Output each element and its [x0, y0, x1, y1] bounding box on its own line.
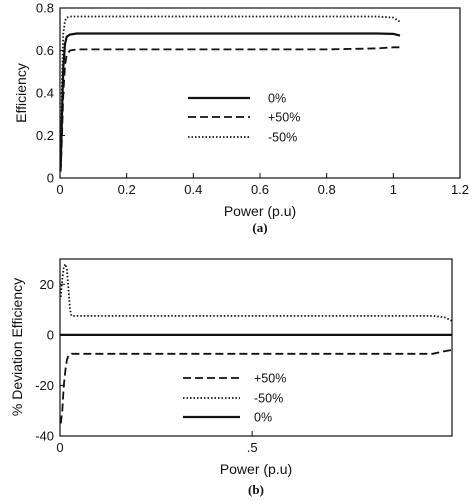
x-tick-label: 0.4: [184, 182, 202, 197]
y-tick-label: 0: [47, 171, 54, 186]
legend-label: +50%: [254, 372, 286, 386]
x-tick-label: 1: [390, 182, 397, 197]
x-tick-label: 0.2: [118, 182, 136, 197]
x-tick-label: 0.8: [318, 182, 336, 197]
series-line-50: [59, 46, 400, 172]
y-ticks-a: 0 0.2 0.4 0.6 0.8: [36, 1, 65, 186]
y-axis-label-a: Efficiency: [13, 63, 29, 123]
x-tick-label: 0: [56, 182, 63, 197]
y-tick-label: 0.6: [36, 43, 54, 58]
y-tick-label: 0.8: [36, 1, 54, 16]
series-lines-a: [59, 15, 401, 172]
series-lines-b: [59, 261, 453, 424]
chart-panel-a: 0 0.2 0.4 0.6 0.8 1 1.2 0 0.2 0.4 0.6 0.8 0% +50% -5…: [13, 1, 469, 236]
x-axis-label-b: Power (p.u): [220, 461, 292, 477]
y-tick-label: 0.4: [36, 86, 54, 101]
y-tick-label: 0.2: [36, 128, 54, 143]
x-ticks-b: 0.5: [56, 431, 258, 455]
y-tick-label: -20: [35, 378, 54, 393]
series-line-0: [59, 32, 401, 168]
series-line-50: [59, 15, 401, 157]
plot-frame-b: [59, 258, 453, 437]
y-tick-label: -40: [35, 429, 54, 444]
series-line-50: [59, 349, 453, 424]
caption-a: (a): [252, 220, 267, 235]
x-tick-label: 1.2: [451, 182, 469, 197]
y-ticks-b: -40 -20 0 20: [35, 277, 65, 444]
legend-label: 0%: [268, 92, 286, 106]
legend-label: -50%: [268, 131, 297, 145]
x-tick-label: .5: [247, 440, 258, 455]
legend-label: 0%: [254, 411, 272, 425]
legend-label: -50%: [254, 392, 283, 406]
y-tick-label: 20: [40, 277, 54, 292]
x-ticks-a: 0 0.2 0.4 0.6 0.8 1 1.2: [56, 173, 469, 197]
caption-b: (b): [248, 482, 264, 497]
y-tick-label: 0: [47, 327, 54, 342]
x-axis-label-a: Power (p.u): [224, 203, 296, 219]
x-tick-label: 0: [56, 440, 63, 455]
series-line-50: [59, 261, 453, 322]
legend-a: 0% +50% -50%: [188, 92, 300, 145]
legend-label: +50%: [268, 111, 300, 125]
x-tick-label: 0.6: [251, 182, 269, 197]
legend-b: +50% -50% 0%: [183, 372, 286, 425]
y-axis-label-b: % Deviation Efficiency: [9, 278, 25, 416]
